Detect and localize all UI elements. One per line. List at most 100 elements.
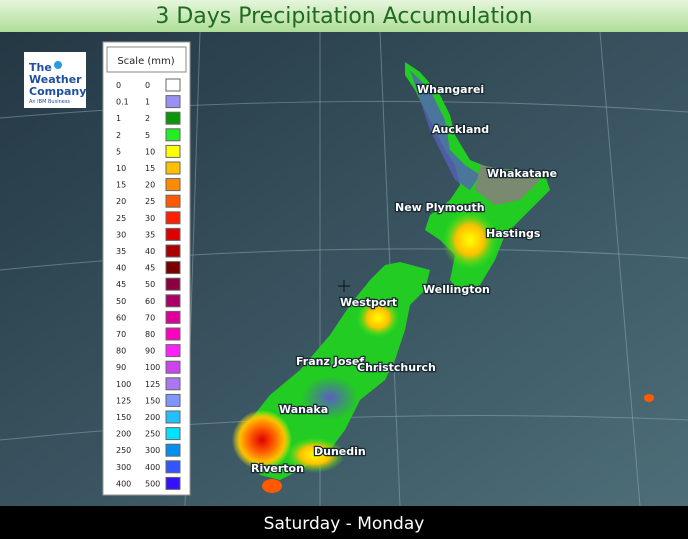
legend-swatch	[165, 476, 181, 490]
legend-swatch	[165, 410, 181, 424]
legend-low: 300	[116, 463, 131, 472]
chatham-islands	[644, 394, 654, 402]
legend-swatch	[165, 111, 181, 125]
crosshair	[338, 280, 350, 292]
legend-high: 35	[145, 230, 155, 239]
legend-low: 400	[116, 479, 131, 488]
legend-low: 35	[116, 247, 126, 256]
city-label: Franz Josef	[296, 355, 364, 368]
city-label: Christchurch	[357, 361, 436, 374]
legend-swatch	[165, 211, 181, 225]
logo-text: Weather	[29, 73, 82, 86]
legend-high: 30	[145, 214, 155, 223]
legend-swatch	[165, 78, 181, 92]
city-label: New Plymouth	[395, 201, 485, 214]
legend-swatch	[165, 294, 181, 308]
legend-swatch	[165, 443, 181, 457]
city-label: Hastings	[486, 227, 541, 240]
legend-swatch	[165, 128, 181, 142]
legend-high: 10	[145, 147, 155, 156]
legend-swatch	[165, 277, 181, 291]
title-bar	[0, 0, 688, 32]
legend-high: 90	[145, 347, 155, 356]
legend-low: 45	[116, 280, 126, 289]
title: 3 Days Precipitation Accumulation	[155, 4, 532, 29]
legend-low: 50	[116, 297, 126, 306]
legend-high: 500	[145, 479, 160, 488]
city-labels: Whangarei Auckland Whakatane New Plymout…	[250, 82, 559, 477]
city-label: Westport	[340, 296, 397, 309]
legend-low: 25	[116, 214, 126, 223]
legend-high: 1	[145, 98, 150, 107]
legend-low: 30	[116, 230, 126, 239]
legend-high: 100	[145, 363, 160, 372]
legend-high: 80	[145, 330, 155, 339]
city-label: Wanaka	[279, 403, 328, 416]
north-island	[405, 62, 550, 295]
legend-high: 60	[145, 297, 155, 306]
logo-text: The	[29, 61, 52, 74]
legend-high: 300	[145, 446, 160, 455]
city-label: Riverton	[251, 462, 304, 475]
legend-swatch	[165, 244, 181, 258]
legend-low: 250	[116, 446, 131, 455]
legend-high: 400	[145, 463, 160, 472]
legend-header	[106, 46, 187, 73]
legend-high: 20	[145, 181, 155, 190]
legend-high: 125	[145, 380, 160, 389]
legend-low: 2	[116, 131, 121, 140]
legend-high: 50	[145, 280, 155, 289]
legend-low: 100	[116, 380, 131, 389]
legend-swatch	[165, 377, 181, 391]
legend-low: 10	[116, 164, 126, 173]
city-label: Auckland	[432, 123, 489, 136]
city-label: Dunedin	[314, 445, 366, 458]
legend-low: 5	[116, 147, 121, 156]
legend-low: 0	[116, 81, 121, 90]
city-label: Whangarei	[417, 83, 484, 96]
legend-swatch	[165, 360, 181, 374]
legend-swatch	[165, 393, 181, 407]
legend-high: 150	[145, 396, 160, 405]
logo: The Weather Company An IBM Business	[24, 52, 86, 108]
legend-swatch	[165, 144, 181, 158]
legend-low: 125	[116, 396, 131, 405]
logo-text: Company	[29, 85, 86, 98]
period: Saturday - Monday	[264, 514, 425, 534]
legend-high: 45	[145, 264, 155, 273]
south-island	[232, 262, 654, 493]
legend-swatch	[165, 194, 181, 208]
legend-swatch	[165, 227, 181, 241]
legend-swatch	[165, 261, 181, 275]
legend-swatch	[165, 178, 181, 192]
footer-bar	[0, 506, 688, 539]
legend-swatch	[165, 310, 181, 324]
legend-low: 20	[116, 197, 126, 206]
legend-swatch	[165, 327, 181, 341]
legend-swatch	[165, 95, 181, 109]
legend-high: 70	[145, 313, 155, 322]
legend-low: 70	[116, 330, 126, 339]
legend-low: 1	[116, 114, 121, 123]
legend-swatch	[165, 460, 181, 474]
legend-high: 250	[145, 430, 160, 439]
legend-low: 90	[116, 363, 126, 372]
legend-high: 40	[145, 247, 155, 256]
legend-low: 80	[116, 347, 126, 356]
legend-low: 0.1	[116, 98, 129, 107]
legend-high: 0	[145, 81, 150, 90]
legend-high: 2	[145, 114, 150, 123]
legend-high: 200	[145, 413, 160, 422]
legend-high: 25	[145, 197, 155, 206]
legend-low: 60	[116, 313, 126, 322]
legend-low: 200	[116, 430, 131, 439]
legend-swatch	[165, 344, 181, 358]
legend-swatch	[165, 427, 181, 441]
logo-text: An IBM Business	[29, 99, 70, 105]
legend-high: 15	[145, 164, 155, 173]
legend-swatch	[165, 161, 181, 175]
legend-low: 40	[116, 264, 126, 273]
